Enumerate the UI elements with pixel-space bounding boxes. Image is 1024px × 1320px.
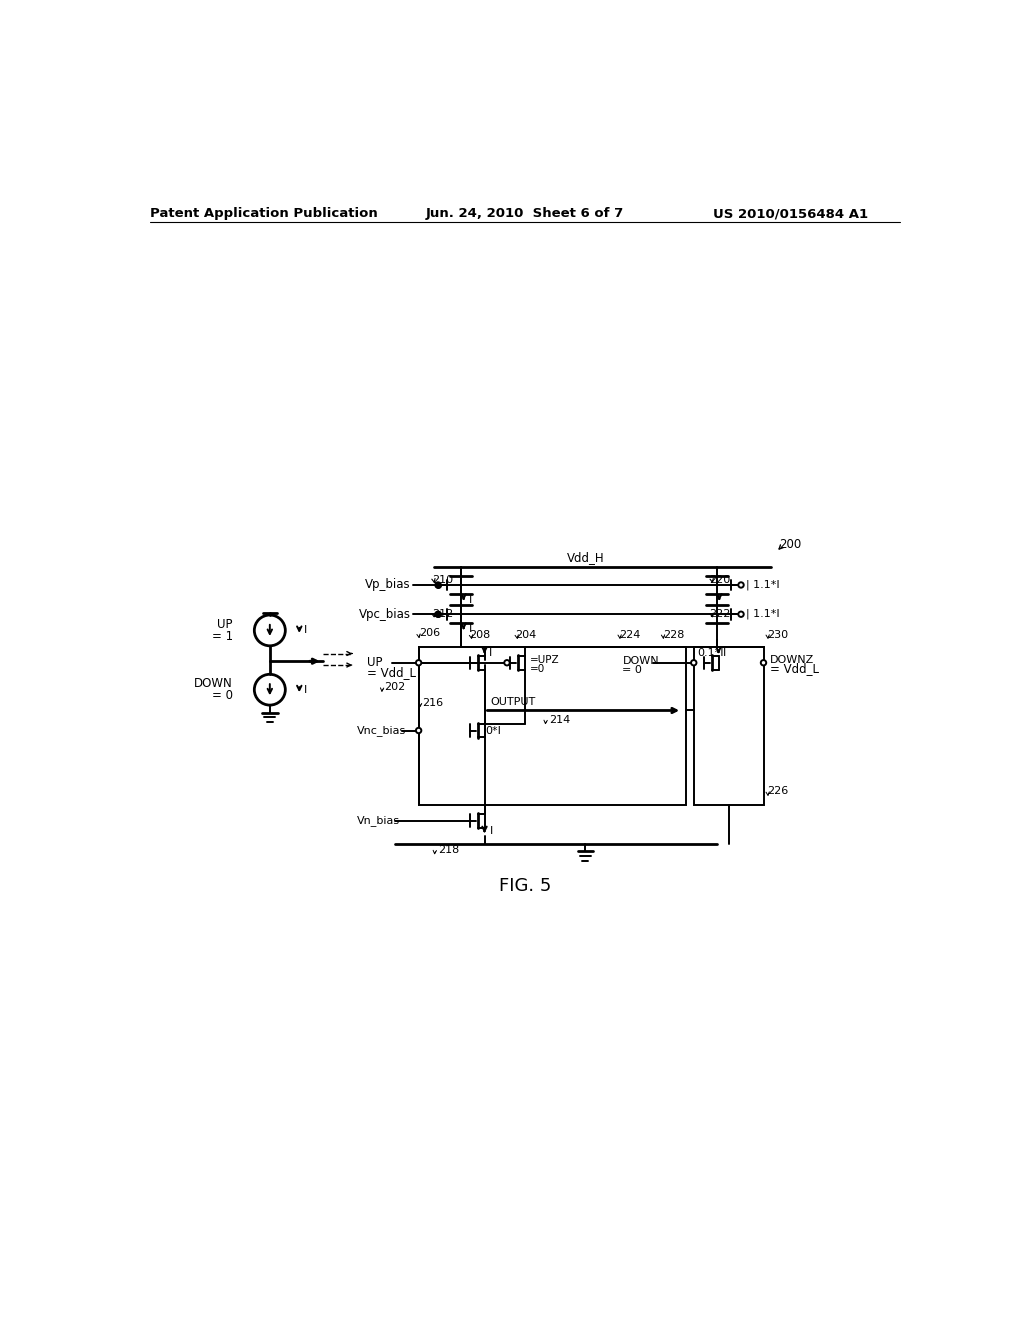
Text: I: I: [304, 626, 307, 635]
Text: OUTPUT: OUTPUT: [489, 697, 536, 708]
Text: 226: 226: [767, 787, 788, 796]
Text: Vnc_bias: Vnc_bias: [357, 725, 407, 737]
Text: = 0: = 0: [212, 689, 232, 702]
Text: Vdd_H: Vdd_H: [566, 552, 604, 565]
Circle shape: [761, 660, 766, 665]
Text: 228: 228: [663, 630, 684, 640]
Text: 202: 202: [384, 682, 406, 693]
Text: UP: UP: [217, 618, 232, 631]
Text: 222: 222: [710, 610, 731, 619]
Circle shape: [738, 582, 743, 587]
Text: 0.1*I: 0.1*I: [697, 648, 724, 657]
Circle shape: [435, 582, 440, 587]
Text: =UPZ: =UPZ: [530, 655, 560, 665]
Text: 210: 210: [432, 574, 453, 585]
Circle shape: [691, 660, 696, 665]
Text: 0*I: 0*I: [485, 726, 501, 735]
Text: Patent Application Publication: Patent Application Publication: [150, 207, 378, 220]
Text: Vn_bias: Vn_bias: [357, 816, 400, 826]
Text: FIG. 5: FIG. 5: [499, 876, 551, 895]
Text: I: I: [469, 594, 472, 605]
Text: DOWN: DOWN: [194, 677, 232, 690]
Text: 220: 220: [710, 574, 730, 585]
Text: I: I: [304, 685, 307, 694]
Text: 216: 216: [423, 698, 443, 708]
Circle shape: [416, 660, 421, 665]
Bar: [419, 647, 686, 805]
Text: Vp_bias: Vp_bias: [366, 578, 411, 591]
Text: | 1.1*I: | 1.1*I: [746, 579, 780, 590]
Text: 208: 208: [469, 630, 490, 640]
Text: Jun. 24, 2010  Sheet 6 of 7: Jun. 24, 2010 Sheet 6 of 7: [426, 207, 624, 220]
Text: DOWNZ: DOWNZ: [770, 655, 814, 665]
Text: | 1.1*I: | 1.1*I: [746, 609, 780, 619]
Text: 230: 230: [767, 630, 788, 640]
Text: = Vdd_L: = Vdd_L: [770, 663, 819, 676]
Text: 218: 218: [438, 845, 459, 855]
Circle shape: [416, 727, 421, 733]
Text: = 0: = 0: [623, 665, 642, 676]
Text: 204: 204: [515, 630, 536, 640]
Text: 212: 212: [432, 610, 453, 619]
Text: 206: 206: [419, 628, 439, 639]
Bar: [693, 647, 764, 805]
Text: =0: =0: [530, 664, 546, 675]
Text: I: I: [723, 648, 726, 657]
Text: = 1: = 1: [212, 630, 232, 643]
Text: 224: 224: [620, 630, 641, 640]
Text: = Vdd_L: = Vdd_L: [367, 667, 416, 680]
Text: I: I: [469, 624, 472, 634]
Text: Vpc_bias: Vpc_bias: [358, 607, 411, 620]
Circle shape: [435, 611, 440, 616]
Text: I: I: [489, 826, 494, 837]
Text: 214: 214: [549, 714, 570, 725]
Text: UP: UP: [367, 656, 382, 669]
Text: I: I: [489, 648, 493, 657]
Circle shape: [738, 611, 743, 616]
Text: 200: 200: [779, 539, 801, 552]
Text: DOWN: DOWN: [623, 656, 659, 667]
Text: US 2010/0156484 A1: US 2010/0156484 A1: [713, 207, 868, 220]
Circle shape: [504, 660, 510, 665]
